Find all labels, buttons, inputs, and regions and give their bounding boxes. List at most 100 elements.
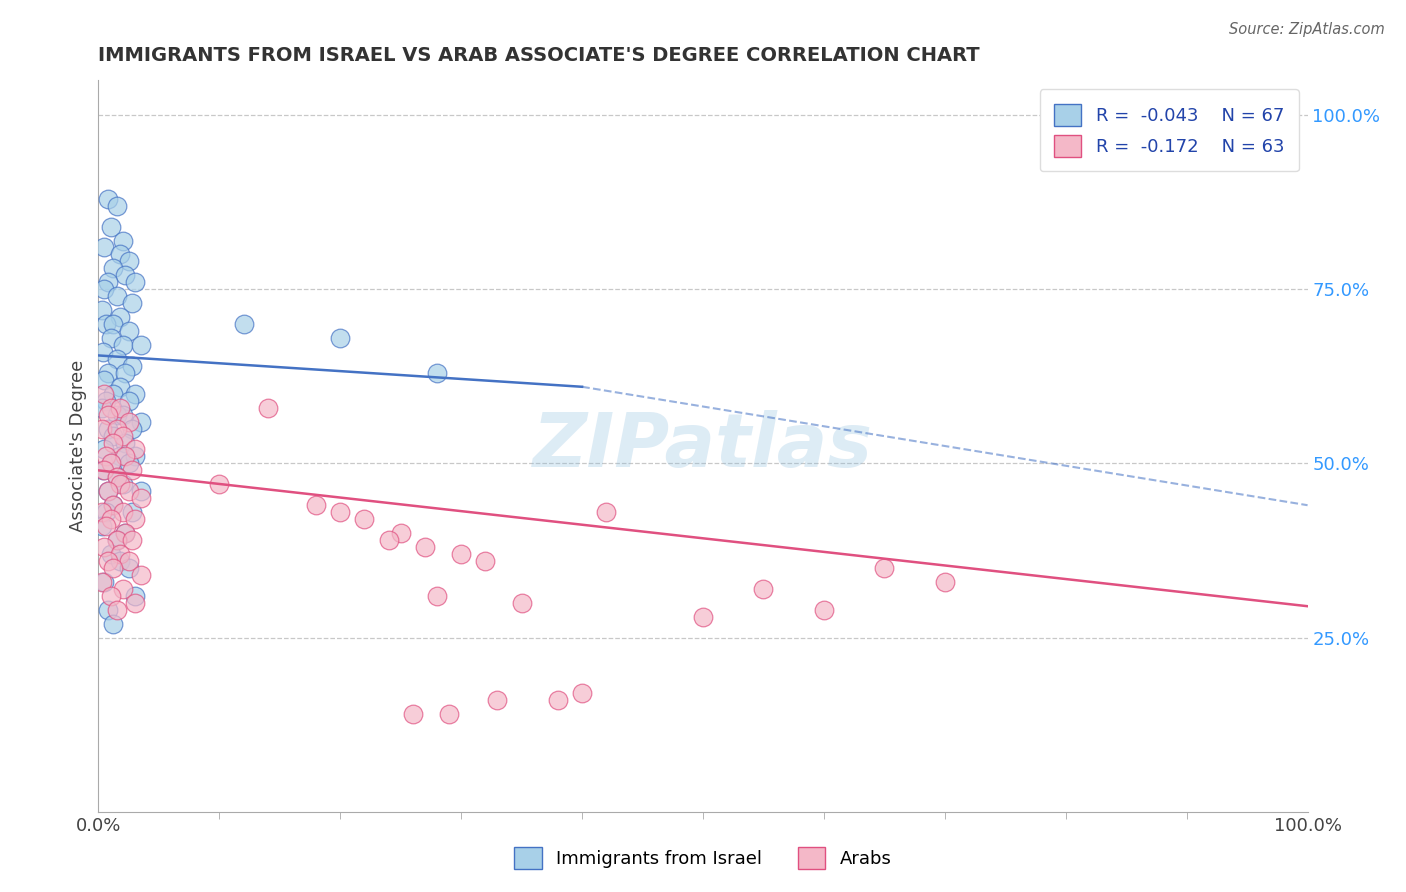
Point	[124, 450, 146, 464]
Point	[97, 554, 120, 568]
Point	[108, 380, 131, 394]
Point	[934, 574, 956, 589]
Point	[105, 289, 128, 303]
Legend: Immigrants from Israel, Arabs: Immigrants from Israel, Arabs	[505, 838, 901, 879]
Point	[208, 477, 231, 491]
Point	[402, 707, 425, 722]
Point	[108, 247, 131, 261]
Point	[91, 421, 114, 435]
Point	[97, 603, 120, 617]
Point	[108, 477, 131, 491]
Point	[692, 609, 714, 624]
Point	[93, 540, 115, 554]
Point	[114, 526, 136, 541]
Point	[93, 386, 115, 401]
Point	[111, 234, 134, 248]
Point	[114, 268, 136, 283]
Point	[413, 540, 436, 554]
Point	[101, 498, 124, 512]
Point	[571, 686, 593, 700]
Point	[114, 450, 136, 464]
Point	[111, 338, 134, 352]
Point	[100, 589, 122, 603]
Point	[100, 512, 122, 526]
Point	[108, 310, 131, 325]
Point	[121, 359, 143, 373]
Y-axis label: Associate's Degree: Associate's Degree	[69, 359, 87, 533]
Point	[91, 505, 114, 519]
Point	[114, 435, 136, 450]
Point	[232, 317, 254, 331]
Point	[91, 303, 114, 318]
Point	[124, 589, 146, 603]
Point	[124, 512, 146, 526]
Point	[118, 561, 141, 575]
Point	[129, 491, 152, 506]
Point	[114, 366, 136, 380]
Point	[450, 547, 472, 561]
Point	[121, 463, 143, 477]
Point	[111, 582, 134, 596]
Point	[426, 589, 449, 603]
Point	[108, 401, 131, 415]
Point	[91, 574, 114, 589]
Point	[486, 693, 509, 707]
Point	[94, 317, 117, 331]
Text: Source: ZipAtlas.com: Source: ZipAtlas.com	[1229, 22, 1385, 37]
Point	[121, 533, 143, 547]
Point	[129, 567, 152, 582]
Point	[118, 554, 141, 568]
Point	[94, 519, 117, 533]
Point	[129, 484, 152, 499]
Point	[813, 603, 835, 617]
Point	[111, 505, 134, 519]
Point	[97, 421, 120, 435]
Point	[101, 435, 124, 450]
Point	[510, 596, 533, 610]
Point	[305, 498, 328, 512]
Point	[111, 477, 134, 491]
Point	[93, 442, 115, 457]
Point	[118, 457, 141, 471]
Point	[100, 219, 122, 234]
Point	[93, 282, 115, 296]
Point	[101, 616, 124, 631]
Point	[100, 457, 122, 471]
Point	[124, 596, 146, 610]
Point	[108, 547, 131, 561]
Point	[97, 484, 120, 499]
Point	[105, 603, 128, 617]
Point	[100, 331, 122, 345]
Point	[100, 547, 122, 561]
Point	[129, 415, 152, 429]
Point	[256, 401, 278, 415]
Point	[118, 393, 141, 408]
Point	[101, 386, 124, 401]
Point	[94, 505, 117, 519]
Point	[101, 428, 124, 442]
Point	[114, 526, 136, 541]
Point	[595, 505, 617, 519]
Point	[97, 366, 120, 380]
Point	[377, 533, 399, 547]
Point	[752, 582, 775, 596]
Point	[111, 408, 134, 422]
Point	[91, 345, 114, 359]
Point	[101, 261, 124, 276]
Point	[105, 470, 128, 484]
Point	[474, 554, 496, 568]
Point	[105, 199, 128, 213]
Point	[108, 450, 131, 464]
Point	[118, 484, 141, 499]
Point	[437, 707, 460, 722]
Point	[91, 401, 114, 415]
Point	[93, 574, 115, 589]
Point	[121, 505, 143, 519]
Point	[97, 275, 120, 289]
Point	[873, 561, 896, 575]
Point	[94, 450, 117, 464]
Point	[105, 470, 128, 484]
Point	[124, 275, 146, 289]
Point	[105, 351, 128, 366]
Point	[105, 533, 128, 547]
